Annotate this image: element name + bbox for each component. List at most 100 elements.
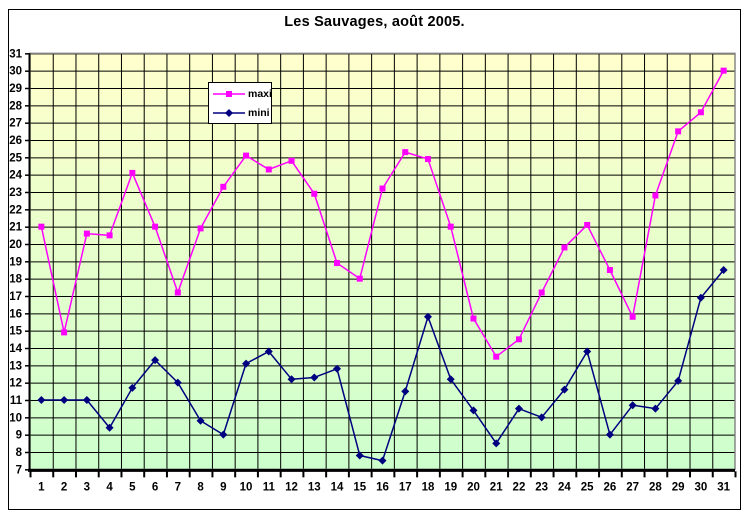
data-point-mini-20 — [469, 406, 478, 415]
svg-text:19: 19 — [444, 481, 457, 493]
svg-text:24: 24 — [558, 481, 571, 493]
data-point-mini-8 — [196, 416, 205, 425]
data-point-mini-31 — [719, 265, 728, 274]
data-point-maxi-13 — [311, 190, 318, 197]
svg-text:8: 8 — [16, 447, 23, 459]
svg-text:14: 14 — [331, 481, 344, 493]
svg-text:14: 14 — [9, 343, 22, 355]
gridlines — [30, 53, 735, 470]
chart-title: Les Sauvages, août 2005. — [284, 14, 465, 30]
data-point-maxi-3 — [83, 230, 90, 237]
data-point-maxi-18 — [424, 156, 431, 163]
data-point-maxi-10 — [243, 152, 250, 159]
data-point-mini-6 — [151, 356, 160, 365]
data-point-maxi-11 — [265, 166, 272, 173]
data-point-mini-13 — [310, 373, 319, 382]
svg-text:20: 20 — [467, 481, 480, 493]
svg-text:17: 17 — [9, 291, 22, 303]
svg-text:10: 10 — [240, 481, 253, 493]
data-point-mini-21 — [492, 439, 501, 448]
legend-item-maxi: maxi — [209, 85, 272, 103]
svg-text:30: 30 — [694, 481, 707, 493]
svg-text:28: 28 — [649, 481, 662, 493]
data-point-maxi-8 — [197, 225, 204, 232]
data-point-mini-3 — [82, 395, 91, 404]
svg-text:28: 28 — [9, 100, 22, 112]
data-point-maxi-4 — [106, 232, 113, 239]
data-point-mini-4 — [105, 423, 114, 432]
data-point-maxi-30 — [697, 109, 704, 116]
data-point-maxi-7 — [174, 289, 181, 296]
data-point-maxi-20 — [470, 315, 477, 322]
data-point-mini-30 — [696, 293, 705, 302]
svg-text:18: 18 — [9, 274, 22, 286]
svg-text:20: 20 — [9, 239, 22, 251]
data-point-maxi-5 — [129, 169, 136, 176]
svg-text:12: 12 — [9, 378, 22, 390]
data-point-maxi-29 — [675, 128, 682, 135]
data-point-mini-17 — [401, 387, 410, 396]
data-point-mini-12 — [287, 375, 296, 384]
svg-text:22: 22 — [9, 204, 22, 216]
legend-label: maxi — [248, 87, 272, 100]
svg-text:8: 8 — [197, 481, 204, 493]
legend: maxi mini — [208, 82, 272, 124]
data-point-mini-7 — [173, 378, 182, 387]
data-point-mini-18 — [423, 312, 432, 321]
data-point-mini-16 — [378, 456, 387, 465]
data-point-mini-15 — [355, 451, 364, 460]
data-point-maxi-19 — [447, 223, 454, 230]
data-point-mini-29 — [674, 376, 683, 385]
svg-text:26: 26 — [9, 135, 22, 147]
svg-text:31: 31 — [9, 48, 22, 60]
legend-item-mini: mini — [209, 104, 271, 122]
data-point-mini-9 — [219, 430, 228, 439]
svg-text:25: 25 — [581, 481, 594, 493]
data-point-mini-1 — [37, 395, 46, 404]
data-point-mini-27 — [628, 401, 637, 410]
svg-text:9: 9 — [220, 481, 226, 493]
svg-text:11: 11 — [263, 481, 276, 493]
data-point-maxi-16 — [379, 185, 386, 192]
legend-label: mini — [248, 106, 270, 119]
mini-swatch-icon — [213, 108, 245, 117]
svg-text:4: 4 — [106, 481, 113, 493]
svg-text:10: 10 — [9, 412, 22, 424]
svg-text:29: 29 — [9, 83, 22, 95]
svg-text:13: 13 — [308, 481, 321, 493]
svg-text:15: 15 — [9, 326, 22, 338]
svg-text:7: 7 — [16, 464, 22, 476]
data-point-maxi-31 — [720, 67, 727, 74]
svg-text:27: 27 — [9, 118, 22, 130]
data-point-mini-26 — [605, 430, 614, 439]
data-point-maxi-25 — [584, 221, 591, 228]
svg-text:12: 12 — [285, 481, 298, 493]
data-point-mini-11 — [264, 347, 273, 356]
svg-text:13: 13 — [9, 360, 22, 372]
data-point-mini-5 — [128, 383, 137, 392]
maxi-swatch-icon — [213, 90, 245, 97]
svg-text:19: 19 — [9, 256, 22, 268]
svg-text:16: 16 — [376, 481, 389, 493]
svg-text:21: 21 — [9, 222, 22, 234]
data-point-maxi-2 — [61, 329, 68, 336]
svg-text:25: 25 — [9, 152, 22, 164]
data-point-maxi-21 — [493, 353, 500, 360]
x-axis-labels: 1 2 3 4 5 6 7 8 9 10 11 12 13 14 15 16 17 18 19 20 21 22 23 24 2… — [38, 481, 730, 493]
data-point-mini-24 — [560, 385, 569, 394]
data-point-maxi-12 — [288, 157, 295, 164]
data-point-maxi-1 — [38, 223, 45, 230]
svg-text:23: 23 — [535, 481, 548, 493]
svg-text:6: 6 — [152, 481, 158, 493]
svg-text:3: 3 — [84, 481, 90, 493]
data-point-maxi-15 — [356, 275, 363, 282]
data-point-maxi-6 — [152, 223, 159, 230]
data-point-mini-22 — [514, 404, 523, 413]
data-point-mini-19 — [446, 375, 455, 384]
svg-text:9: 9 — [16, 430, 22, 442]
data-point-maxi-23 — [538, 289, 545, 296]
svg-text:5: 5 — [129, 481, 136, 493]
data-point-mini-25 — [583, 347, 592, 356]
svg-text:18: 18 — [422, 481, 435, 493]
